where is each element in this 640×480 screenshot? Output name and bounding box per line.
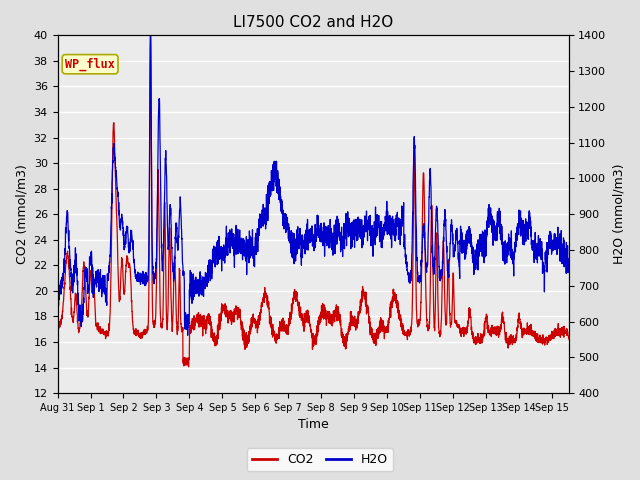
Legend: CO2, H2O: CO2, H2O: [247, 448, 393, 471]
Text: WP_flux: WP_flux: [65, 58, 115, 71]
Title: LI7500 CO2 and H2O: LI7500 CO2 and H2O: [233, 15, 393, 30]
Y-axis label: CO2 (mmol/m3): CO2 (mmol/m3): [15, 164, 28, 264]
X-axis label: Time: Time: [298, 419, 328, 432]
Y-axis label: H2O (mmol/m3): H2O (mmol/m3): [612, 164, 625, 264]
